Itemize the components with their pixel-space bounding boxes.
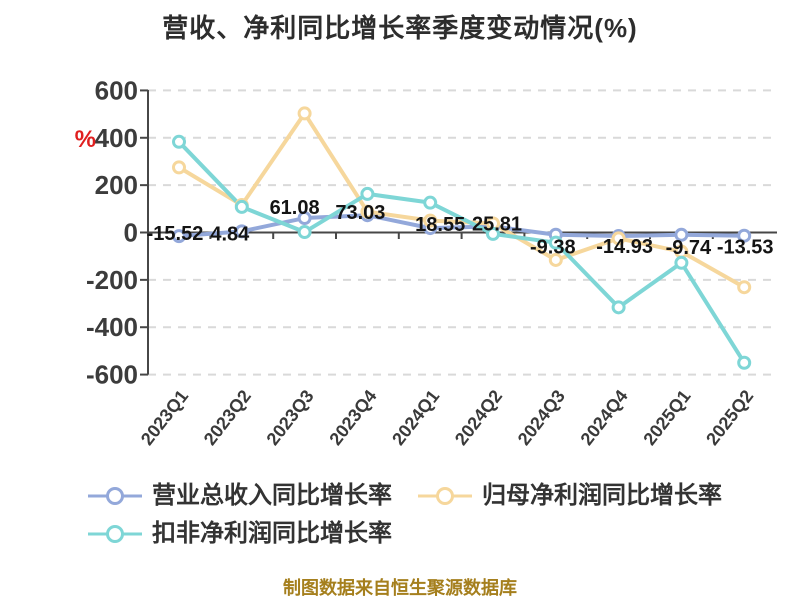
data-point-marker: [234, 224, 249, 239]
data-point-label: 18.55: [415, 214, 465, 236]
y-tick-label: -600: [86, 360, 138, 390]
line-marker-icon: [418, 485, 472, 507]
data-point-label: 73.03: [335, 202, 385, 224]
chart-title: 营收、净利同比增长率季度变动情况(%): [162, 13, 638, 43]
x-axis-label: 2025Q2: [702, 386, 757, 449]
data-point-marker: [297, 225, 312, 240]
x-axis-label: 2024Q1: [388, 386, 443, 449]
line-marker-icon: [88, 523, 142, 545]
data-point-marker: [172, 160, 186, 175]
data-point-marker: [360, 186, 375, 201]
data-point-marker: [674, 227, 689, 242]
line-marker-icon: [88, 485, 142, 507]
y-tick-label: 0: [124, 218, 138, 248]
y-tick-label: 600: [95, 75, 138, 105]
x-axis-label: 2023Q2: [200, 386, 255, 449]
data-point-marker: [486, 226, 500, 241]
y-tick-label: 400: [95, 123, 138, 153]
data-point-marker: [297, 106, 312, 121]
data-point-marker: [423, 195, 438, 210]
data-point-marker: [674, 255, 689, 270]
data-point-marker: [423, 213, 438, 228]
data-point-label: 25.81: [472, 213, 522, 235]
data-point-marker: [611, 300, 626, 315]
data-point-label: -9.74: [666, 237, 712, 259]
legend-item-deducted-net-profit-growth[interactable]: 扣非净利润同比增长率: [88, 519, 392, 549]
series-line-0: [177, 213, 747, 239]
data-point-marker: [234, 199, 249, 214]
y-tick-label: -400: [86, 312, 138, 342]
data-point-marker: [297, 211, 312, 226]
y-axis-unit-label: %: [75, 126, 96, 153]
x-axis-label: 2024Q4: [577, 386, 632, 449]
data-point-label: -14.93: [596, 236, 653, 258]
data-point-label: -9.38: [530, 237, 576, 259]
data-point-marker: [737, 355, 752, 370]
x-axis-label: 2024Q3: [514, 386, 569, 449]
data-point-marker: [172, 229, 186, 244]
legend-item-revenue-growth[interactable]: 营业总收入同比增长率: [88, 481, 392, 511]
x-axis-label: 2023Q1: [137, 386, 192, 449]
data-point-marker: [172, 134, 186, 149]
data-point-marker: [737, 228, 752, 243]
data-point-marker: [548, 252, 563, 267]
legend-label: 扣非净利润同比增长率: [152, 520, 392, 547]
y-tick-label: 200: [95, 170, 138, 200]
data-point-marker: [548, 235, 563, 250]
legend-item-net-profit-growth[interactable]: 归母净利润同比增长率: [418, 481, 722, 511]
data-point-marker: [611, 231, 626, 246]
legend-label: 归母净利润同比增长率: [482, 482, 722, 509]
legend-label: 营业总收入同比增长率: [152, 482, 392, 509]
data-point-marker: [737, 280, 752, 295]
x-axis-label: 2025Q1: [639, 386, 694, 449]
data-point-label: 61.08: [270, 197, 320, 219]
data-point-label: 4.84: [210, 223, 250, 245]
data-point-label: -13.53: [717, 237, 774, 259]
series-line-1: [177, 111, 747, 290]
y-tick-label: -200: [86, 265, 138, 295]
series-line-2: [177, 139, 747, 365]
x-axis-label: 2023Q4: [325, 386, 380, 449]
x-axis-label: 2023Q3: [263, 386, 318, 449]
x-axis-label: 2024Q2: [451, 386, 506, 449]
data-source-note: 制图数据来自恒生聚源数据库: [283, 578, 517, 598]
data-point-label: -15.52: [147, 223, 204, 245]
data-point-marker: [360, 204, 375, 219]
